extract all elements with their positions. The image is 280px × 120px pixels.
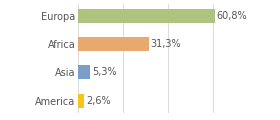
Text: 60,8%: 60,8% [216,11,247,21]
Bar [78,94,84,108]
Text: 2,6%: 2,6% [86,96,111,106]
Text: 31,3%: 31,3% [150,39,181,49]
Bar [78,37,148,51]
Text: 5,3%: 5,3% [92,67,117,77]
Bar [78,65,90,79]
Bar [78,9,214,23]
